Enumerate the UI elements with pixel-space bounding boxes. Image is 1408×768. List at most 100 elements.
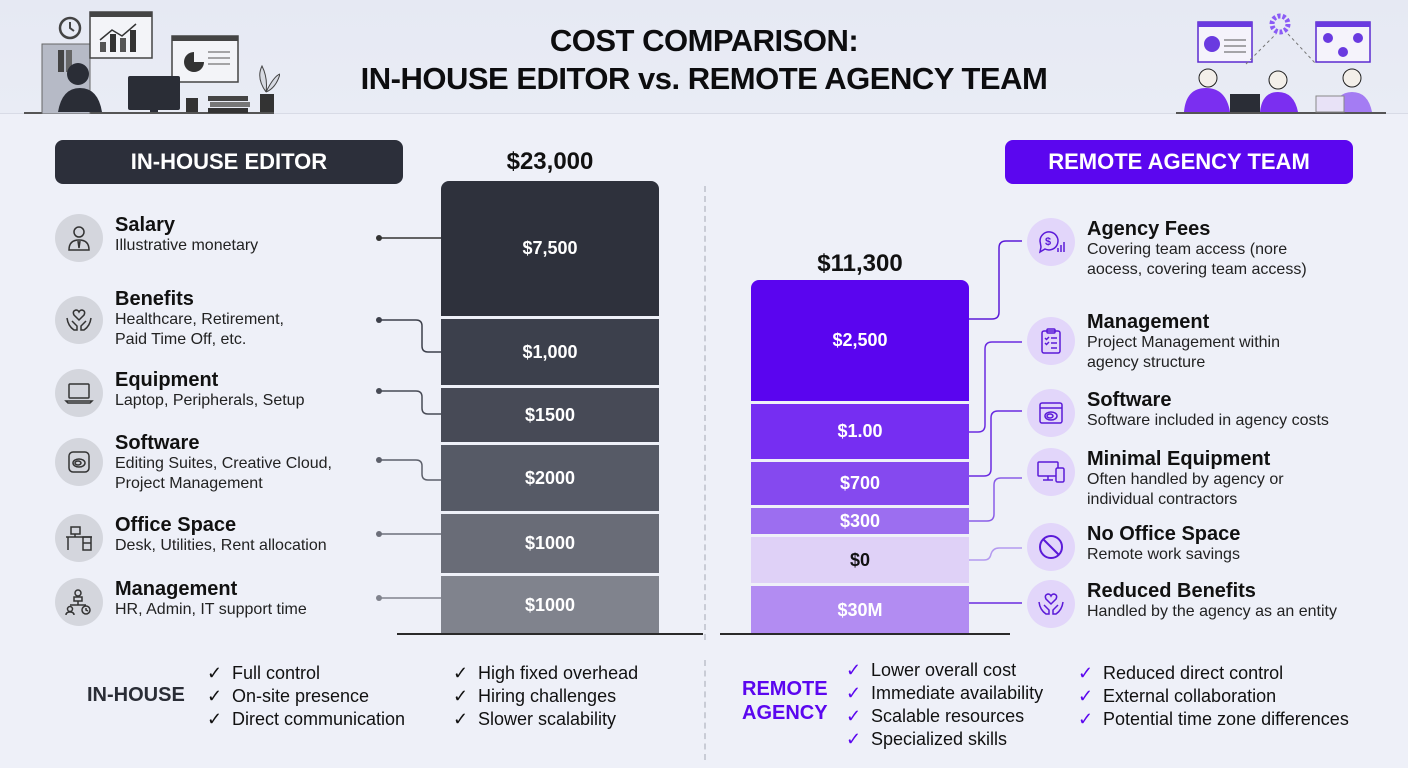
inhouse-editor-pill: IN-HOUSE EDITOR — [55, 140, 403, 184]
item-desc: Software included in agency costs — [1087, 412, 1329, 429]
inhouse-item-management: Management HR, Admin, IT support time — [55, 578, 307, 626]
item-title: Agency Fees — [1087, 218, 1211, 240]
item-desc: Project Management — [115, 475, 263, 492]
item-desc: Handled by the agency as an entity — [1087, 603, 1337, 620]
check-icon: ✓ — [1078, 663, 1094, 683]
inhouse-total: $23,000 — [506, 148, 594, 175]
person-at-desk-illustration — [24, 11, 280, 114]
item-title: Reduced Benefits — [1087, 580, 1256, 602]
agency-stacked-bar: $2,500 $1.00 $700 $300 $0 $30M — [751, 280, 969, 634]
creative-cloud-icon — [55, 438, 103, 486]
check-icon: ✓ — [453, 686, 469, 706]
desk-icon — [55, 514, 103, 562]
summary-inhouse-label: IN-HOUSE — [87, 684, 185, 706]
item-desc: Project Management within — [1087, 334, 1280, 351]
agency-item-minimal-equipment: Minimal Equipment Often handled by agenc… — [1027, 448, 1284, 510]
item-desc: agency structure — [1087, 354, 1206, 371]
item-title: Salary — [115, 214, 176, 236]
laptop-icon — [55, 369, 103, 417]
bar-segment-equipment: $1500 — [441, 388, 659, 442]
list-item: ✓ Hiring challenges — [453, 686, 617, 706]
check-icon: ✓ — [207, 686, 223, 706]
inhouse-stacked-bar: $7,500 $1,000 $1500 $2000 $1000 $1000 — [441, 181, 659, 634]
inhouse-cons-list: ✓ High fixed overhead ✓ Hiring challenges … — [453, 662, 638, 731]
check-icon: ✓ — [846, 729, 862, 749]
agency-item-no-office-space: No Office Space Remote work savings — [1027, 523, 1240, 571]
bar-segment-agency-fees: $2,500 — [751, 280, 969, 401]
bar-segment-management: $1.00 — [751, 404, 969, 459]
item-desc: HR, Admin, IT support time — [115, 601, 307, 618]
item-desc: individual contractors — [1087, 491, 1238, 508]
check-icon: ✓ — [453, 663, 469, 683]
bar-segment-management: $1000 — [441, 576, 659, 634]
agency-pros-list: ✓ Lower overall cost ✓ Immediate availabil… — [846, 659, 1043, 751]
check-icon: ✓ — [846, 706, 862, 726]
bar-segment-software: $700 — [751, 462, 969, 505]
item-title: Software — [1087, 389, 1172, 411]
agency-baseline — [720, 633, 1010, 635]
item-desc: Remote work savings — [1087, 546, 1240, 563]
person-tie-icon — [55, 214, 103, 262]
check-icon: ✓ — [846, 683, 862, 703]
title-line-1: COST COMPARISON: — [549, 23, 859, 58]
check-icon: ✓ — [1078, 709, 1094, 729]
clipboard-checklist-icon — [1027, 317, 1075, 365]
list-item: ✓ Slower scalability — [453, 709, 617, 729]
bar-segment-office-space: $1000 — [441, 514, 659, 573]
item-desc: aocess, covering team access) — [1087, 261, 1307, 278]
bar-segment-salary: $7,500 — [441, 181, 659, 316]
monitor-phone-icon — [1027, 448, 1075, 496]
inhouse-pros-list: ✓ Full control ✓ On-site presence ✓ Direct … — [207, 662, 405, 731]
heart-hands-icon — [55, 296, 103, 344]
page-title: COST COMPARISON: IN-HOUSE EDITOR vs. REM… — [300, 22, 1108, 98]
check-icon: ✓ — [846, 660, 862, 680]
bar-segment-no-office-space: $0 — [751, 537, 969, 583]
check-icon: ✓ — [1078, 686, 1094, 706]
list-item: ✓ Specialized skills — [846, 729, 1008, 749]
item-desc: Paid Time Off, etc. — [115, 331, 247, 348]
list-item: ✓ Full control — [207, 663, 321, 683]
item-desc: Laptop, Peripherals, Setup — [115, 392, 305, 409]
list-item: ✓ Lower overall cost — [846, 660, 1017, 680]
remote-agency-team-pill: REMOTE AGENCY TEAM — [1005, 140, 1353, 184]
item-desc: Healthcare, Retirement, — [115, 311, 284, 328]
check-icon: ✓ — [207, 709, 223, 729]
agency-total: $11,300 — [817, 250, 903, 277]
item-desc: Often handled by agency or — [1087, 471, 1284, 488]
header-banner: COST COMPARISON: IN-HOUSE EDITOR vs. REM… — [0, 0, 1408, 114]
inhouse-baseline — [397, 633, 703, 635]
item-title: Management — [115, 578, 238, 600]
agency-item-agency-fees: $ Agency Fees Covering team access (nore… — [1027, 218, 1307, 280]
agency-item-software: Software Software included in agency cos… — [1027, 389, 1329, 437]
item-desc: Desk, Utilities, Rent allocation — [115, 537, 327, 554]
item-desc: Covering team access (nore — [1087, 241, 1288, 258]
list-item: ✓ On-site presence — [207, 686, 370, 706]
bar-segment-software: $2000 — [441, 445, 659, 511]
item-title: Management — [1087, 311, 1210, 333]
item-title: Software — [115, 432, 200, 454]
list-item: ✓ Reduced direct control — [1078, 663, 1284, 683]
item-title: Office Space — [115, 514, 237, 536]
bar-segment-reduced-benefits: $30M — [751, 586, 969, 634]
list-item: ✓ Scalable resources — [846, 706, 1025, 726]
inhouse-item-benefits: Benefits Healthcare, Retirement, Paid Ti… — [55, 288, 284, 350]
inhouse-item-software: Software Editing Suites, Creative Cloud,… — [55, 432, 332, 494]
item-title: Equipment — [115, 369, 219, 391]
summary-divider — [704, 660, 706, 760]
item-desc: Illustrative monetary — [115, 237, 259, 254]
inhouse-item-office-space: Office Space Desk, Utilities, Rent alloc… — [55, 514, 327, 562]
list-item: ✓ Potential time zone differences — [1078, 709, 1349, 729]
summary-agency-label: REMOTE AGENCY — [742, 678, 828, 724]
item-title: Minimal Equipment — [1087, 448, 1271, 470]
list-item: ✓ Immediate availability — [846, 683, 1044, 703]
list-item: ✓ External collaboration — [1078, 686, 1277, 706]
org-chart-clock-icon — [55, 578, 103, 626]
list-item: ✓ High fixed overhead — [453, 663, 639, 683]
inhouse-item-equipment: Equipment Laptop, Peripherals, Setup — [55, 369, 304, 417]
svg-text:$: $ — [1045, 236, 1051, 248]
remote-team-illustration — [1176, 13, 1386, 114]
agency-item-management: Management Project Management within age… — [1027, 311, 1280, 373]
agency-cons-list: ✓ Reduced direct control ✓ External collab… — [1078, 662, 1349, 731]
bar-segment-benefits: $1,000 — [441, 319, 659, 385]
browser-cloud-icon — [1027, 389, 1075, 437]
